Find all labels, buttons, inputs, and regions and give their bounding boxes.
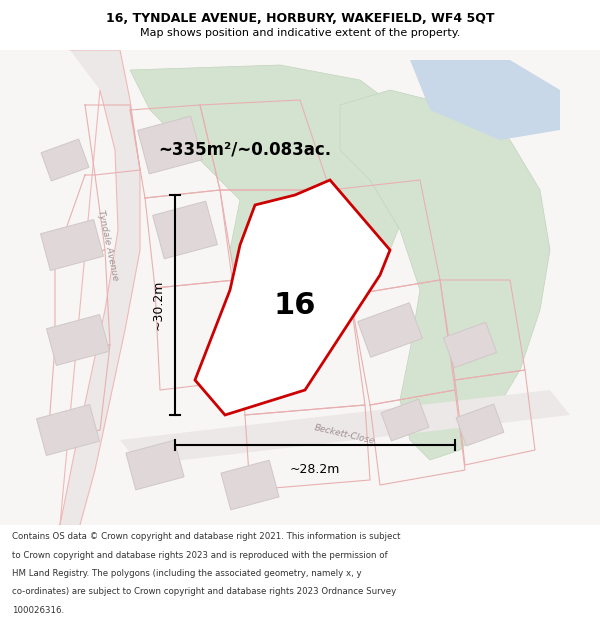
Polygon shape: [130, 65, 420, 310]
Polygon shape: [137, 116, 202, 174]
Polygon shape: [120, 390, 570, 465]
Polygon shape: [443, 322, 497, 368]
Polygon shape: [152, 201, 217, 259]
Text: Beckett-Close: Beckett-Close: [314, 424, 376, 446]
Text: ~28.2m: ~28.2m: [290, 463, 340, 476]
Text: ~335m²/~0.083ac.: ~335m²/~0.083ac.: [158, 141, 331, 159]
Text: Contains OS data © Crown copyright and database right 2021. This information is : Contains OS data © Crown copyright and d…: [12, 532, 401, 541]
Text: ~30.2m: ~30.2m: [152, 280, 165, 330]
Polygon shape: [60, 50, 140, 525]
Text: Map shows position and indicative extent of the property.: Map shows position and indicative extent…: [140, 28, 460, 38]
Polygon shape: [37, 404, 100, 456]
Text: 100026316.: 100026316.: [12, 606, 64, 615]
Polygon shape: [47, 314, 109, 366]
Polygon shape: [410, 60, 560, 140]
Text: co-ordinates) are subject to Crown copyright and database rights 2023 Ordnance S: co-ordinates) are subject to Crown copyr…: [12, 588, 396, 596]
Text: to Crown copyright and database rights 2023 and is reproduced with the permissio: to Crown copyright and database rights 2…: [12, 551, 388, 559]
Text: 16: 16: [274, 291, 316, 319]
Text: 16, TYNDALE AVENUE, HORBURY, WAKEFIELD, WF4 5QT: 16, TYNDALE AVENUE, HORBURY, WAKEFIELD, …: [106, 12, 494, 26]
Polygon shape: [381, 399, 429, 441]
Polygon shape: [41, 139, 89, 181]
Polygon shape: [456, 404, 504, 446]
Polygon shape: [358, 302, 422, 358]
Polygon shape: [126, 440, 184, 490]
Polygon shape: [41, 219, 103, 271]
Polygon shape: [340, 90, 550, 460]
Polygon shape: [195, 180, 390, 415]
Polygon shape: [221, 460, 279, 510]
Text: HM Land Registry. The polygons (including the associated geometry, namely x, y: HM Land Registry. The polygons (includin…: [12, 569, 362, 578]
Text: Tyndale Avenue: Tyndale Avenue: [96, 209, 120, 281]
